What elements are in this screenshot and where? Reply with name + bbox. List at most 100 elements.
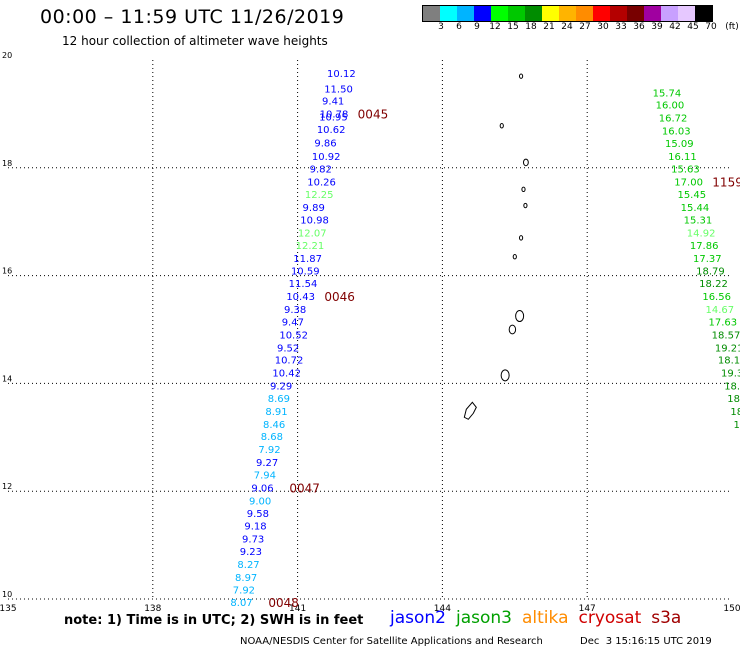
wave-height-value: 14.92 [687,228,716,239]
legend-tick-label: 6 [456,22,462,32]
wave-height-value: 9.89 [303,203,325,214]
wave-height-value: 10.78 [320,109,349,120]
wave-height-value: 16.03 [662,127,691,138]
legend-swatch [457,6,474,21]
legend-swatch [610,6,627,21]
satellite-legend: jason2 jason3 altika cryosat s3a [390,608,691,628]
page-subtitle: 12 hour collection of altimeter wave hei… [62,34,328,48]
wave-height-value: 9.41 [322,96,344,107]
wave-height-value: 9.29 [270,382,292,393]
wave-height-value: 9.23 [240,547,262,558]
legend-tick-label: 9 [474,22,480,32]
wave-height-value: 15.44 [681,203,710,214]
legend-swatch [491,6,508,21]
wave-height-value: 9.82 [310,164,332,175]
legend-swatch [508,6,525,21]
wave-height-value: 10.62 [317,125,346,136]
wave-height-value: 10.42 [272,369,301,380]
lat-label: 14 [2,374,12,383]
wave-height-value: 17.00 [674,177,703,188]
satellite-legend-item: jason3 [456,608,512,628]
legend-swatch [525,6,542,21]
legend-tick-label: 21 [543,22,555,32]
island-outline [523,202,528,209]
lon-label: 141 [289,604,306,614]
pass-time-label: 0048 [268,596,299,610]
legend-tick-label: 36 [633,22,645,32]
legend-swatch [661,6,678,21]
pass-time-label: 0047 [289,481,320,495]
wave-height-value: 17.86 [690,241,719,252]
wave-height-value: 15.45 [677,190,706,201]
wave-height-value: 9.18 [244,522,266,533]
legend-swatch [593,6,610,21]
lon-label: 135 [0,604,17,614]
wave-height-value: 8.46 [263,420,285,431]
satellite-legend-item: altika [522,608,569,628]
pass-time-label: 0045 [358,107,389,121]
wave-height-value: 12.21 [296,241,325,252]
wave-height-value: 9.38 [284,305,306,316]
legend-swatch [542,6,559,21]
legend-swatch [695,6,712,21]
lon-label: 138 [144,604,161,614]
guam-outline [463,401,477,420]
wave-height-value: 19.21 [715,343,740,354]
legend-tick-label: 30 [597,22,609,32]
wave-height-value: 18.14 [718,356,740,367]
island-outline [523,158,529,167]
wave-height-value: 18 [730,407,740,418]
wave-height-value: 9.06 [251,483,273,494]
pass-time-label: 0046 [324,290,355,304]
wave-height-value: 9.00 [249,496,271,507]
wave-height-value: 18.57 [712,330,740,341]
lat-label: 10 [2,590,12,599]
legend-tick-label: 15 [507,22,519,32]
legend-swatch [678,6,695,21]
wave-height-value: 15.74 [653,88,682,99]
wave-height-value: 14.67 [705,305,734,316]
wave-height-value: 12.07 [298,228,327,239]
legend-tick-label: 70 [705,22,717,32]
legend-tick-label: 12 [489,22,501,32]
legend-tick-label: 3 [438,22,444,32]
wave-height-value: 7.94 [254,470,276,481]
legend-tick-label: 18 [525,22,537,32]
island-outline [508,324,517,335]
wave-height-value: 10.72 [275,356,304,367]
wave-height-value: 10.52 [279,330,308,341]
wave-height-value: 9.52 [277,343,299,354]
wave-height-value: 19.3 [721,369,740,380]
legend-unit: (ft) [725,22,739,32]
legend-swatch [627,6,644,21]
wave-height-value: 10.98 [300,216,329,227]
wave-height-value: 9.73 [242,535,264,546]
island-outline [521,186,526,193]
island-outline [499,123,504,129]
credit-text: NOAA/NESDIS Center for Satellite Applica… [240,636,543,647]
wave-height-value: 18 [727,394,740,405]
wave-height-value: 8.07 [230,598,252,609]
lat-label: 18 [2,159,12,168]
island-outline [515,310,525,323]
wave-height-value: 8.68 [261,432,283,443]
wave-height-value: 7.92 [233,585,255,596]
legend-tick-label: 45 [687,22,699,32]
color-scale-legend [422,5,713,22]
wave-height-value: 10.95 [319,113,348,124]
wave-height-value: 9.27 [256,458,278,469]
note-text: note: 1) Time is in UTC; 2) SWH is in fe… [64,613,364,628]
wave-height-value: 10.92 [312,152,341,163]
wave-height-value: 16.11 [668,152,697,163]
legend-tick-label: 42 [669,22,681,32]
page-title: 00:00 – 11:59 UTC 11/26/2019 [40,6,345,28]
lat-label: 16 [2,267,12,276]
wave-height-value: 11.87 [293,254,322,265]
wave-height-value: 8.91 [265,407,287,418]
wave-height-value: 17.37 [693,254,722,265]
legend-tick-label: 24 [561,22,573,32]
island-outline [518,235,524,241]
wave-height-value: 8.27 [237,560,259,571]
color-scale-ticks: 3 6 9 12 15 18 21 24 27 30 33 36 39 42 45 70 (ft) [422,22,740,36]
